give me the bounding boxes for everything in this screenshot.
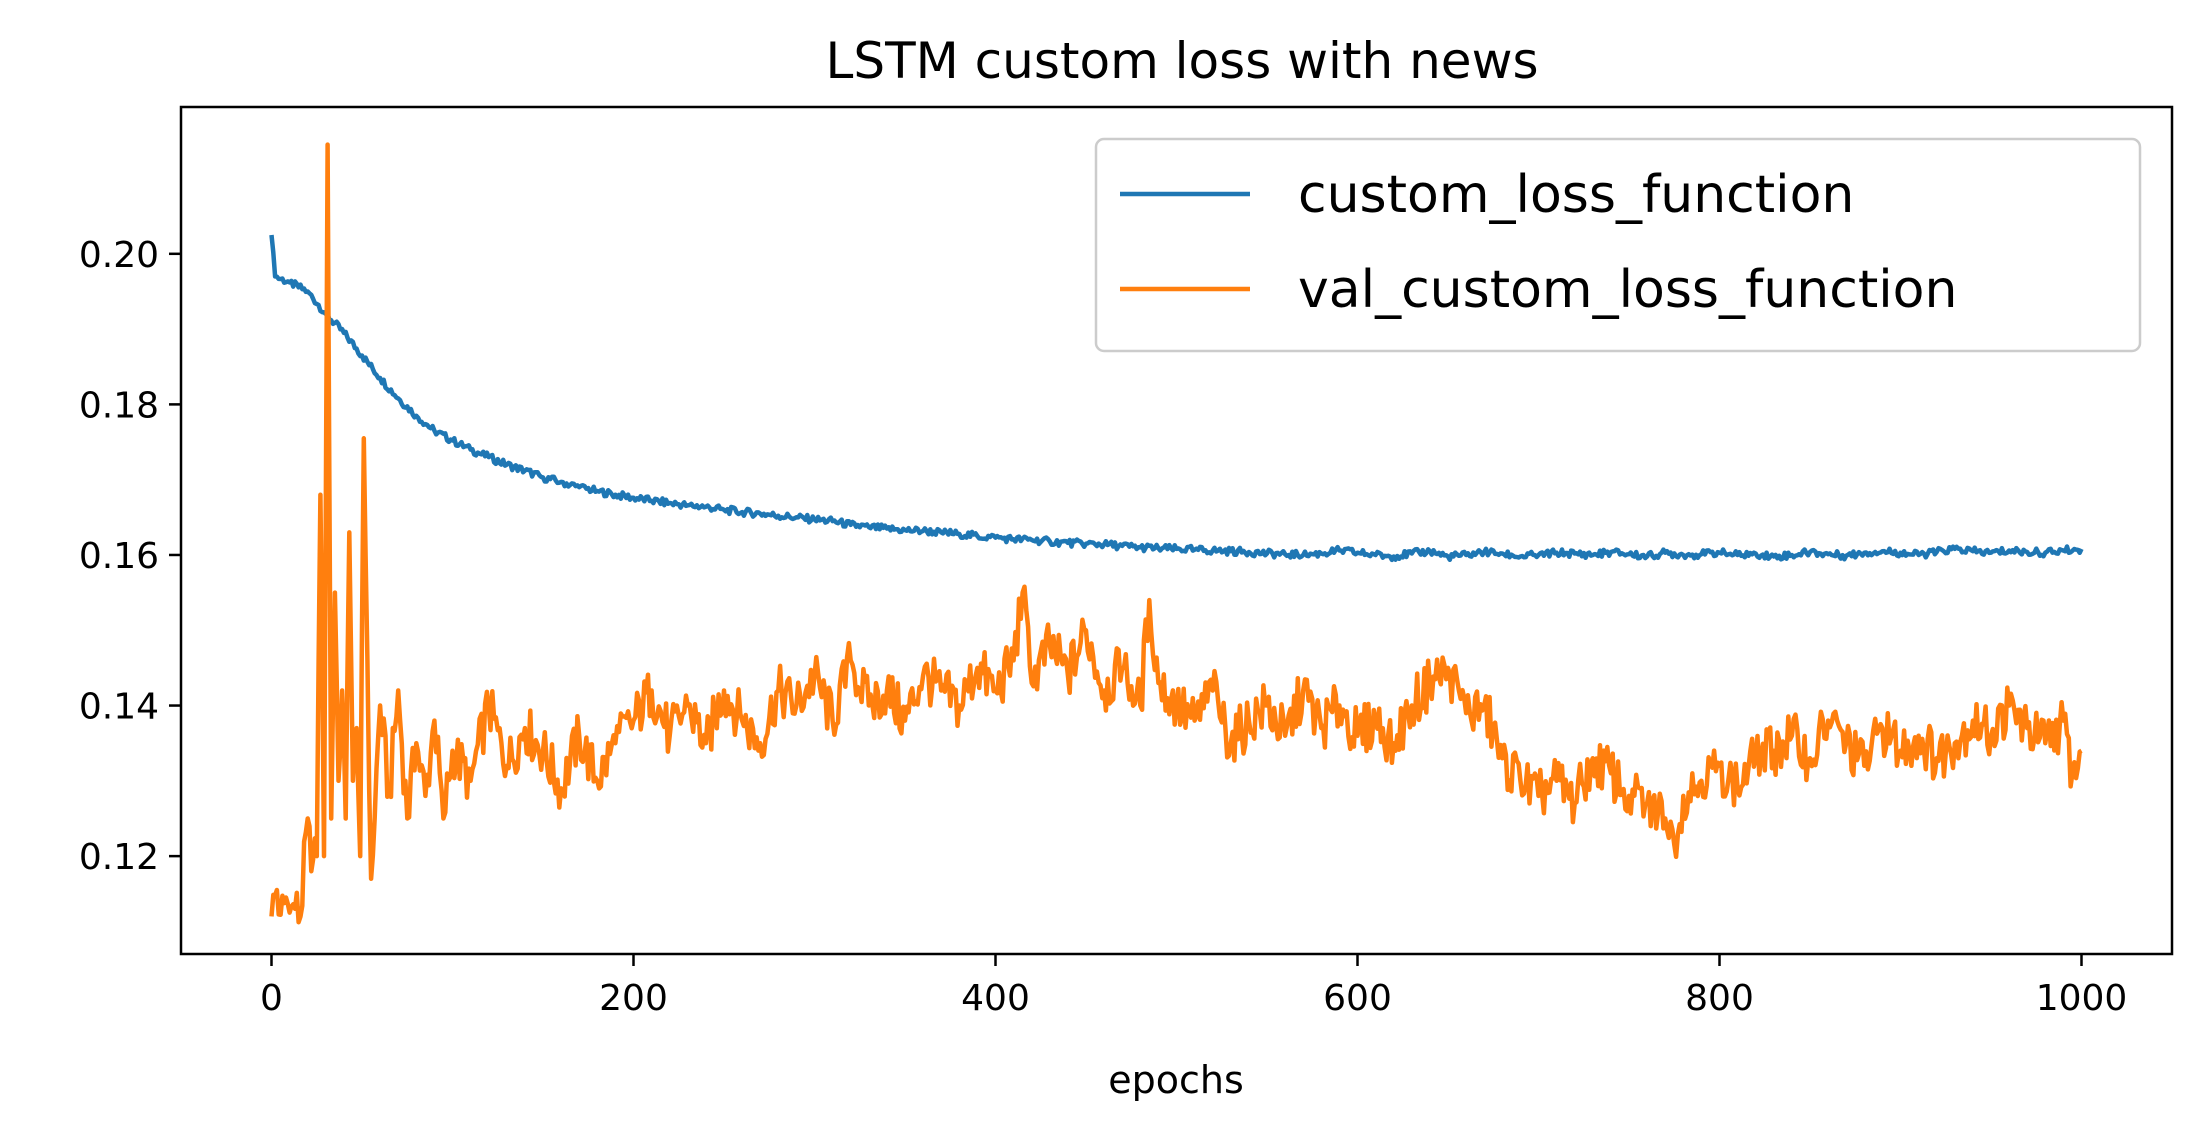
y-tick-label: 0.14 xyxy=(79,687,159,728)
plot-frame xyxy=(179,105,2174,956)
x-axis: 0 200 400 600 800 1000 xyxy=(260,954,2127,1019)
series-layer xyxy=(269,142,2084,925)
y-tick-label: 0.12 xyxy=(79,837,159,878)
y-tick-label: 0.16 xyxy=(79,536,159,577)
legend-box xyxy=(1094,137,2142,353)
x-tick-label: 400 xyxy=(961,978,1030,1019)
x-tick-label: 1000 xyxy=(2036,978,2128,1019)
chart-title: LSTM custom loss with news xyxy=(825,32,1538,90)
series-line-val-custom-loss-function xyxy=(269,142,2083,925)
x-tick-label: 200 xyxy=(599,978,668,1019)
y-tick-label: 0.18 xyxy=(79,385,159,426)
y-axis: 0.12 0.14 0.16 0.18 0.20 xyxy=(79,235,181,878)
legend-label-custom-loss: custom_loss_function xyxy=(1298,165,1854,225)
legend-label-val-custom-loss: val_custom_loss_function xyxy=(1298,260,1957,320)
series-line-custom-loss-function xyxy=(269,234,2084,563)
x-tick-label: 800 xyxy=(1685,978,1754,1019)
x-tick-label: 600 xyxy=(1323,978,1392,1019)
x-axis-label: epochs xyxy=(1108,1058,1244,1102)
x-tick-label: 0 xyxy=(260,978,283,1019)
y-tick-label: 0.20 xyxy=(79,235,159,276)
legend: custom_loss_function val_custom_loss_fun… xyxy=(1094,137,2142,353)
